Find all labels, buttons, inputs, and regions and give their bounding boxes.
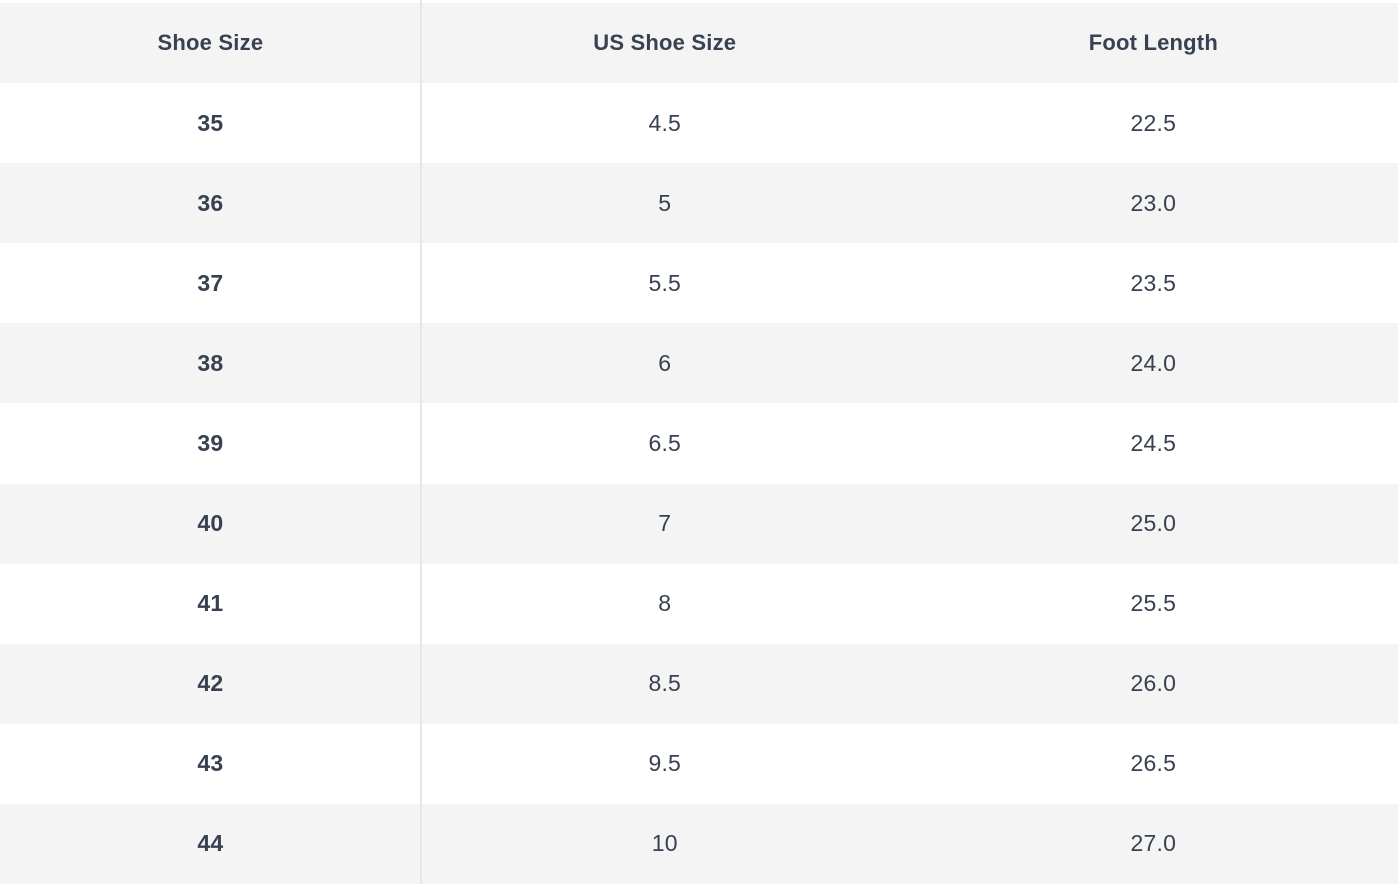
cell-shoe-size: 42 bbox=[197, 670, 224, 697]
top-spacer bbox=[0, 0, 1398, 3]
table-row: 44 10 27.0 bbox=[0, 803, 1398, 884]
cell-us-shoe-size: 10 bbox=[651, 830, 678, 857]
cell-us-shoe-size: 5.5 bbox=[648, 269, 682, 296]
cell-foot-length: 25.5 bbox=[1130, 590, 1177, 617]
cell-shoe-size: 40 bbox=[197, 510, 224, 537]
cell-shoe-size: 36 bbox=[197, 189, 224, 216]
column-header-shoe-size: Shoe Size bbox=[157, 30, 264, 56]
cell-us-shoe-size: 5 bbox=[658, 189, 672, 216]
column-divider bbox=[420, 0, 422, 884]
table-row: 43 9.5 26.5 bbox=[0, 724, 1398, 804]
cell-us-shoe-size: 4.5 bbox=[648, 109, 682, 136]
cell-shoe-size: 44 bbox=[197, 830, 224, 857]
table-row: 35 4.5 22.5 bbox=[0, 83, 1398, 163]
table-row: 38 6 24.0 bbox=[0, 323, 1398, 404]
cell-us-shoe-size: 9.5 bbox=[648, 750, 682, 777]
cell-foot-length: 24.0 bbox=[1130, 349, 1177, 376]
cell-foot-length: 26.0 bbox=[1130, 670, 1177, 697]
cell-shoe-size: 41 bbox=[197, 590, 224, 617]
cell-us-shoe-size: 6 bbox=[658, 349, 672, 376]
table-row: 39 6.5 24.5 bbox=[0, 403, 1398, 483]
cell-foot-length: 24.5 bbox=[1130, 430, 1177, 457]
cell-us-shoe-size: 7 bbox=[658, 510, 672, 537]
column-header-foot-length: Foot Length bbox=[1088, 30, 1218, 56]
cell-foot-length: 22.5 bbox=[1130, 109, 1177, 136]
cell-foot-length: 23.0 bbox=[1130, 189, 1177, 216]
table-row: 42 8.5 26.0 bbox=[0, 643, 1398, 724]
cell-foot-length: 23.5 bbox=[1130, 269, 1177, 296]
cell-foot-length: 26.5 bbox=[1130, 750, 1177, 777]
table-header-row: Shoe Size US Shoe Size Foot Length bbox=[0, 3, 1398, 84]
cell-foot-length: 25.0 bbox=[1130, 510, 1177, 537]
table-row: 41 8 25.5 bbox=[0, 564, 1398, 644]
cell-us-shoe-size: 8 bbox=[658, 590, 672, 617]
cell-us-shoe-size: 6.5 bbox=[648, 430, 682, 457]
table-row: 40 7 25.0 bbox=[0, 483, 1398, 564]
cell-shoe-size: 35 bbox=[197, 109, 224, 136]
cell-foot-length: 27.0 bbox=[1130, 830, 1177, 857]
table-row: 36 5 23.0 bbox=[0, 163, 1398, 244]
cell-shoe-size: 43 bbox=[197, 750, 224, 777]
column-header-us-shoe-size: US Shoe Size bbox=[593, 30, 737, 56]
cell-shoe-size: 38 bbox=[197, 349, 224, 376]
table-row: 37 5.5 23.5 bbox=[0, 243, 1398, 323]
cell-shoe-size: 39 bbox=[197, 430, 224, 457]
cell-us-shoe-size: 8.5 bbox=[648, 670, 682, 697]
cell-shoe-size: 37 bbox=[197, 269, 224, 296]
